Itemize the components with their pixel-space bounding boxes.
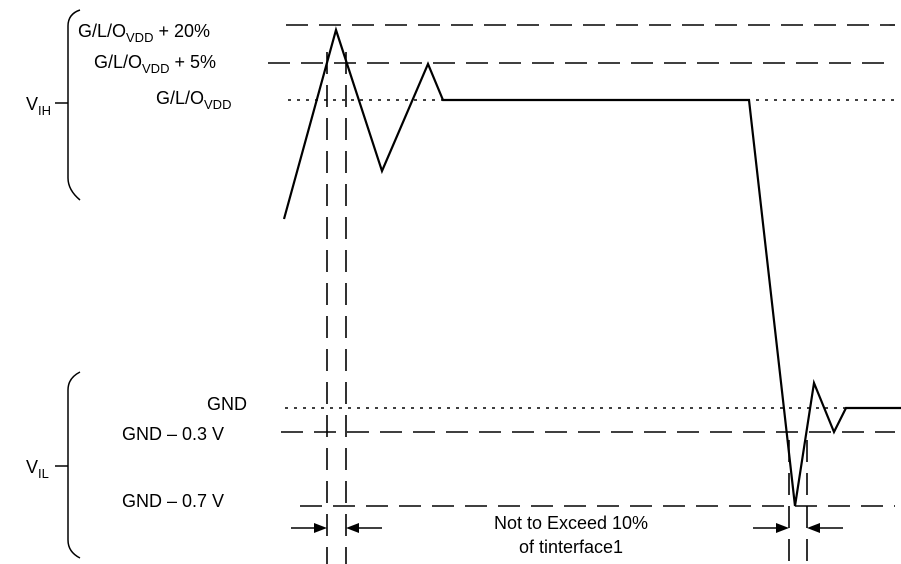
signal-waveform	[282, 26, 901, 507]
vih-bracket	[67, 9, 81, 201]
undershoot-width-arrows	[753, 523, 843, 533]
gnd-label: GND	[207, 394, 247, 414]
ovdd-label: G/L/OVDD	[156, 88, 231, 112]
ovdd-plus-20-label: G/L/OVDD + 20%	[78, 21, 210, 45]
ovdd-plus-5-label: G/L/OVDD + 5%	[94, 52, 216, 76]
gnd-minus-0-3-label: GND – 0.3 V	[122, 424, 224, 444]
overshoot-width-arrows	[291, 523, 382, 533]
gnd-minus-0-7-label: GND – 0.7 V	[122, 491, 224, 511]
note-line-2: of tinterface1	[519, 537, 623, 557]
note-background	[466, 510, 676, 556]
note-line-1: Not to Exceed 10%	[494, 513, 648, 533]
vil-label: VIL	[26, 457, 49, 481]
vil-bracket	[67, 371, 81, 559]
vih-label: VIH	[26, 94, 51, 118]
